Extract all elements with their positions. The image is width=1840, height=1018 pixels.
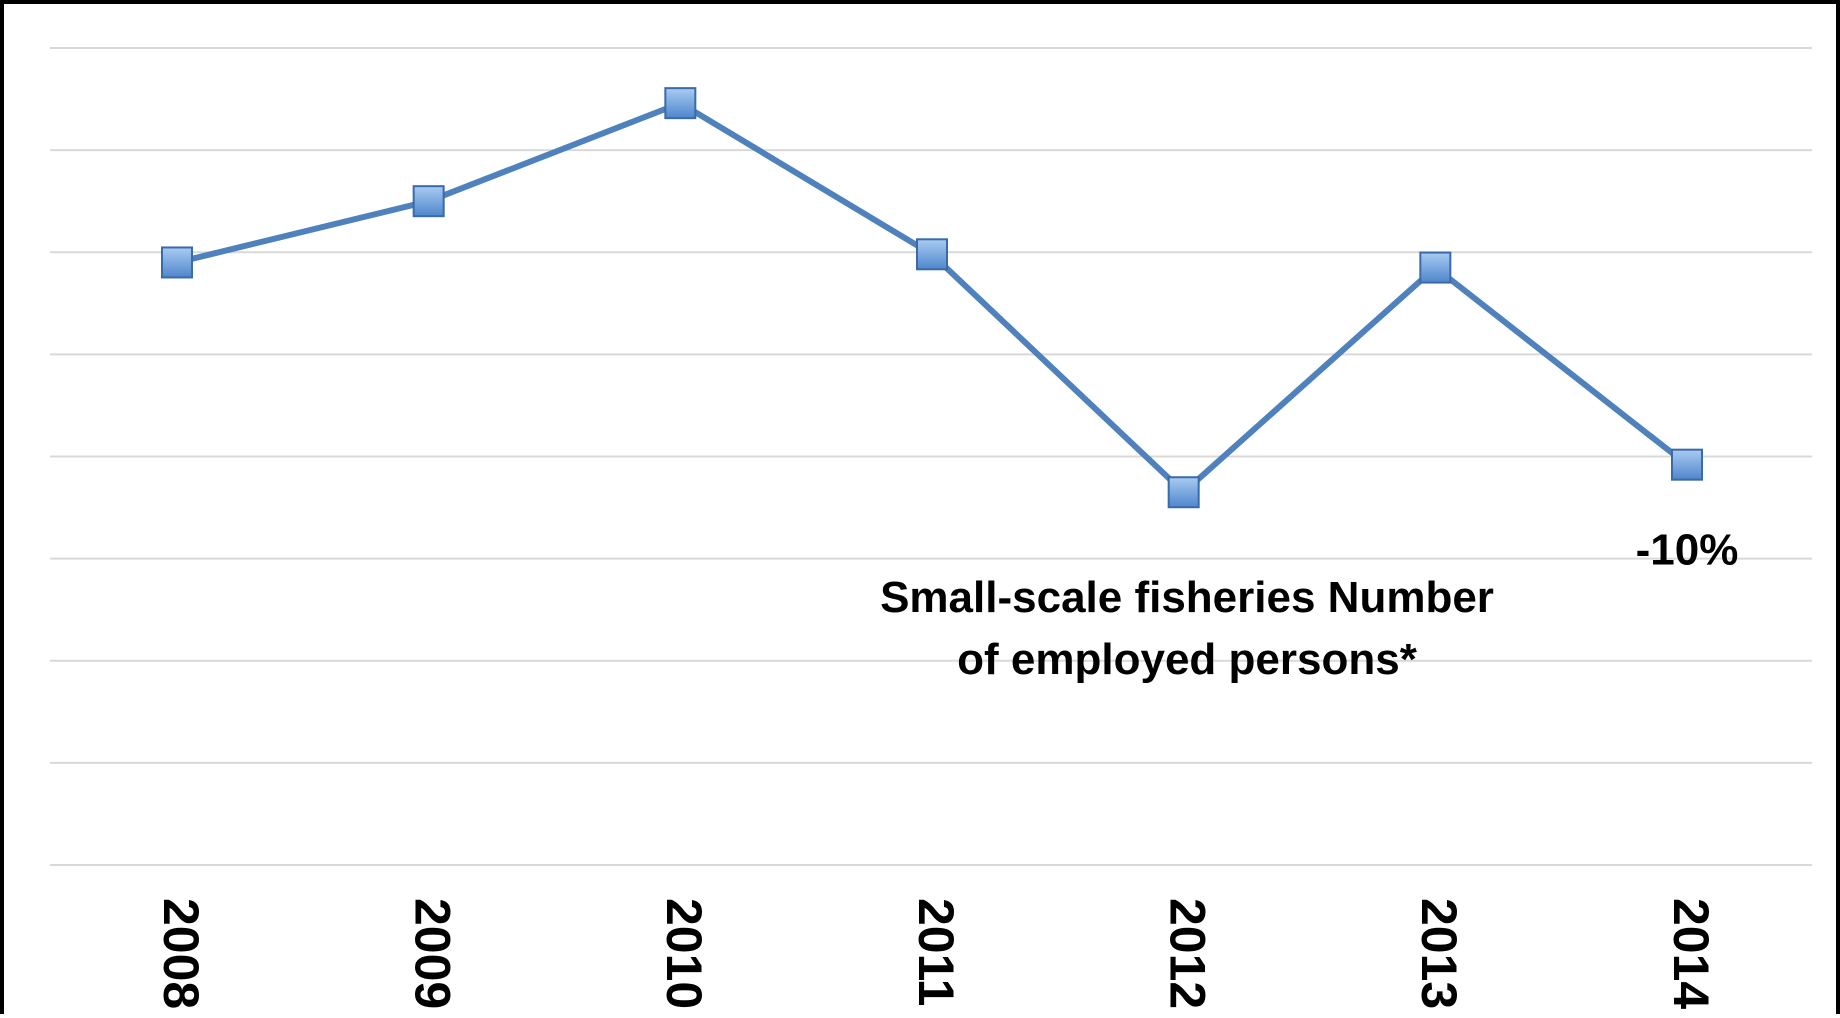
chart-title-line-1: Small-scale fisheries Number [880,573,1494,622]
x-tick-label: 2009 [404,898,460,1009]
marker-layer [161,87,1703,509]
chart-title-line-2: of employed persons* [957,635,1418,684]
data-point-marker [1167,476,1200,509]
line-chart: 2008 2009 2010 2011 2012 2013 2014 Small-scale… [50,47,1812,1009]
annotation-label: -10% [1636,526,1739,575]
data-point-marker [664,87,697,120]
x-tick-label: 2010 [656,898,712,1009]
series-layer [176,100,1689,496]
x-tick-label: 2011 [908,898,964,1006]
x-tick-label: 2012 [1159,898,1215,1009]
series-line [176,100,1689,496]
x-tick-label: 2013 [1411,898,1467,1009]
x-axis-labels: 2008 2009 2010 2011 2012 2013 2014 [153,898,1719,1009]
data-point-marker [161,246,193,279]
x-tick-label: 2008 [153,898,209,1009]
data-point-marker [412,185,445,218]
x-tick-label: 2014 [1663,898,1719,1009]
data-point-marker [1419,251,1452,284]
data-point-marker [1671,448,1703,481]
gridlines [50,47,1812,866]
data-point-marker [916,238,948,271]
